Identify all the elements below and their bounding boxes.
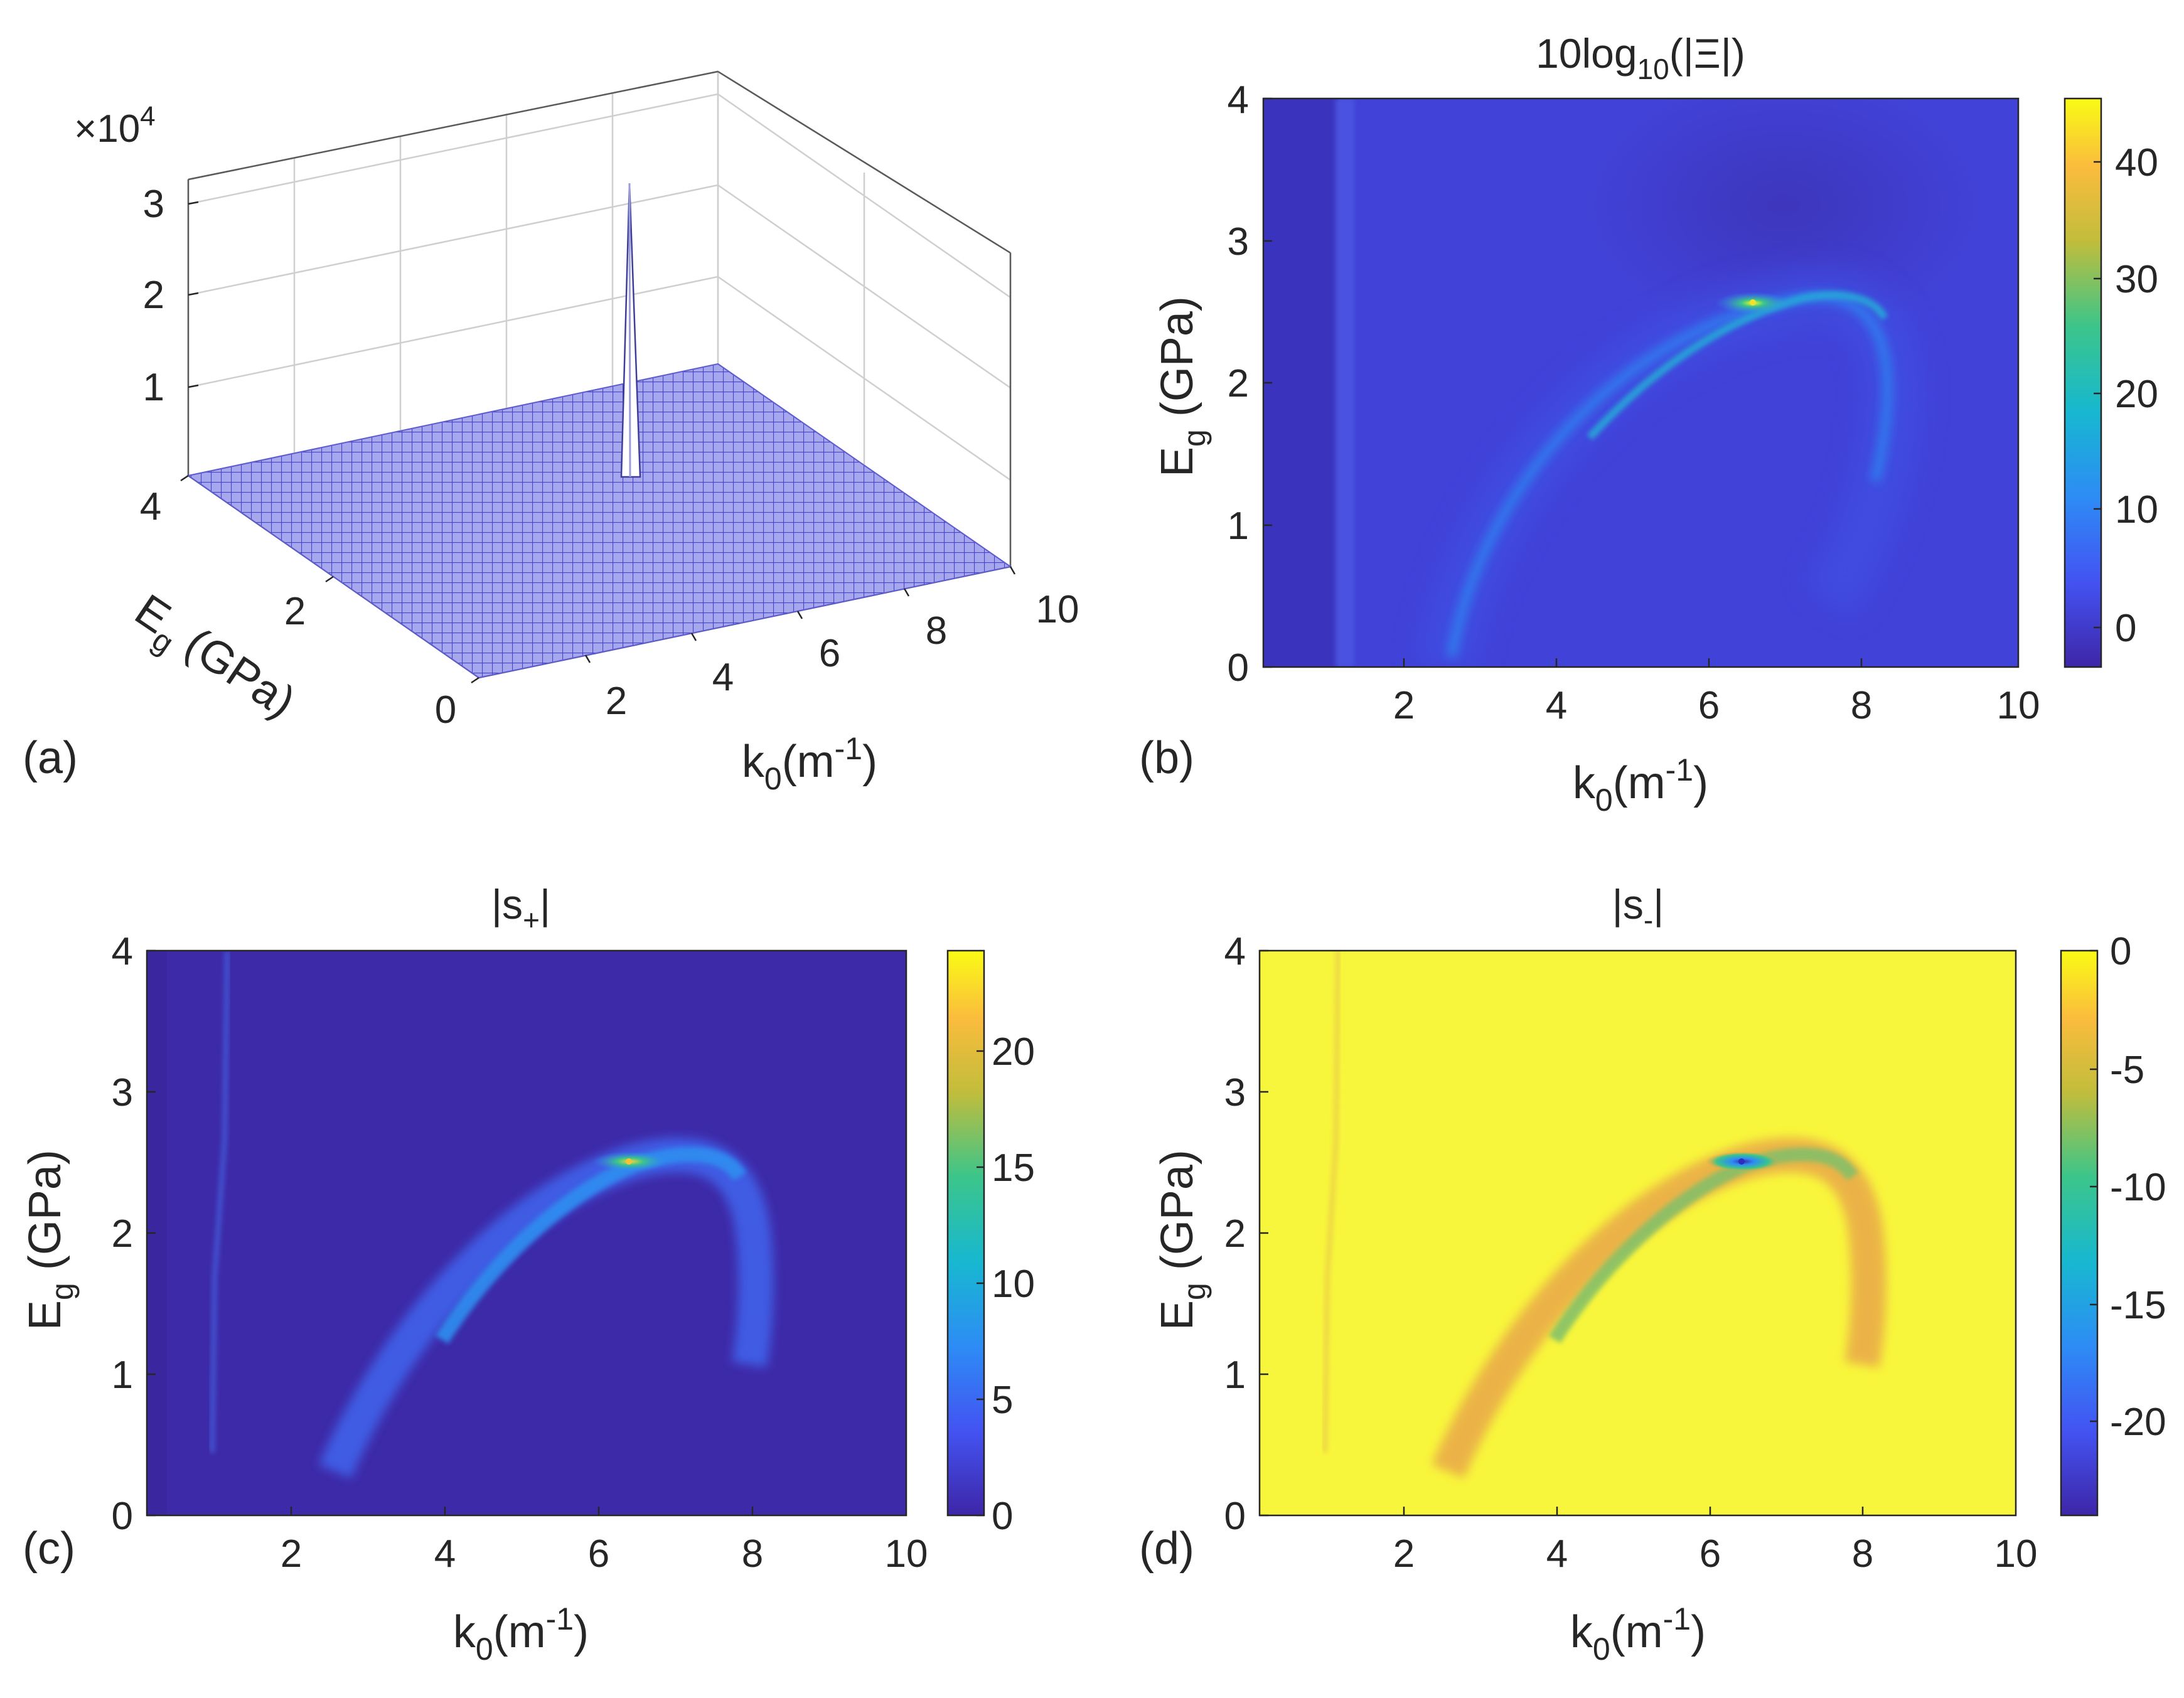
y-tick: 4 — [140, 485, 161, 528]
colorbar-tick: 0 — [2110, 930, 2131, 973]
y-tick: 0 — [1224, 1495, 1246, 1538]
x-tick: 2 — [281, 1532, 302, 1576]
colorbar-tick: -15 — [2110, 1284, 2166, 1327]
colorbar-tick: 0 — [2115, 607, 2136, 650]
x-tick: 8 — [1852, 1532, 1873, 1576]
panel-a-y-label: Eg (GPa) — [121, 585, 304, 735]
y-tick: 3 — [112, 1071, 133, 1114]
y-tick: 1 — [112, 1354, 133, 1397]
panel-b-title: 10log10(|Ξ|) — [1536, 30, 1745, 85]
colorbar-tick: 20 — [2115, 373, 2158, 416]
x-tick: 6 — [819, 632, 840, 675]
y-tick: 0 — [1228, 646, 1249, 690]
colorbar-tick: -5 — [2110, 1049, 2144, 1092]
z-tick: 2 — [143, 274, 164, 317]
x-tick: 2 — [1393, 1532, 1415, 1576]
x-tick: 4 — [1546, 1532, 1568, 1576]
colorbar-tick: 20 — [992, 1030, 1035, 1074]
x-tick: 4 — [712, 656, 734, 699]
colorbar-tick: 5 — [992, 1379, 1013, 1422]
panel-b-letter: (b) — [1139, 733, 1194, 783]
panel-b-y-label: Eg (GPa) — [1152, 296, 1212, 477]
x-tick: 8 — [1851, 684, 1872, 727]
panel-b-heatmap: 0 1 2 3 4 2 4 6 8 10 10log10(|Ξ|) k0(m-1… — [1139, 30, 2158, 818]
panel-a-3d-surface: 1 2 3 ×104 0 2 4 2 4 6 8 10 k0(m-1) Eg (… — [23, 70, 1079, 796]
y-tick: 2 — [112, 1212, 133, 1256]
panel-a-x-label: k0(m-1) — [742, 731, 877, 796]
x-tick: 4 — [434, 1532, 456, 1576]
x-tick: 6 — [1700, 1532, 1721, 1576]
panel-a-surface-mesh — [186, 363, 1012, 679]
x-tick: 4 — [1546, 684, 1567, 727]
y-tick: 0 — [435, 688, 456, 732]
panel-d-y-label: Eg (GPa) — [1152, 1150, 1212, 1330]
y-tick: 2 — [1228, 362, 1249, 405]
panel-d-letter: (d) — [1139, 1524, 1194, 1574]
panel-a-axes-box — [187, 70, 1012, 569]
z-tick: 3 — [143, 183, 164, 226]
panel-c-letter: (c) — [23, 1524, 75, 1574]
panel-d-title: |s-| — [1612, 881, 1664, 936]
y-tick: 4 — [112, 930, 133, 973]
x-tick: 10 — [1997, 684, 2040, 727]
z-exponent-label: ×104 — [74, 101, 156, 151]
x-tick: 2 — [1393, 684, 1415, 727]
panel-a-peak-spike — [620, 183, 641, 478]
panel-b-x-label: k0(m-1) — [1573, 752, 1708, 818]
y-tick: 4 — [1228, 78, 1249, 122]
y-tick: 2 — [1224, 1212, 1246, 1256]
y-tick: 3 — [1228, 220, 1249, 264]
panel-d-heatmap: 0 1 2 3 4 2 4 6 8 10 |s-| k0(m-1) Eg (GP… — [1139, 881, 2166, 1667]
colorbar-tick: 10 — [992, 1263, 1035, 1306]
x-tick: 6 — [588, 1532, 609, 1576]
colorbar-tick: -10 — [2110, 1166, 2166, 1209]
y-tick: 3 — [1224, 1071, 1246, 1114]
colorbar-tick: 10 — [2115, 488, 2158, 531]
x-tick: 2 — [606, 680, 627, 723]
panel-c-title: |s+| — [491, 881, 550, 936]
colorbar-tick: 40 — [2115, 141, 2158, 184]
panel-c-y-label: Eg (GPa) — [20, 1150, 80, 1330]
x-tick: 8 — [926, 609, 947, 653]
colorbar-tick: 15 — [992, 1146, 1035, 1190]
x-tick: 10 — [1994, 1532, 2038, 1576]
panel-d-x-label: k0(m-1) — [1570, 1601, 1706, 1667]
colorbar-tick: 0 — [992, 1495, 1013, 1538]
y-tick: 0 — [112, 1495, 133, 1538]
y-tick: 2 — [284, 590, 306, 633]
y-tick: 1 — [1228, 505, 1249, 548]
y-tick: 1 — [1224, 1354, 1246, 1397]
panel-d-colorbar — [2060, 949, 2099, 1517]
y-tick: 4 — [1224, 930, 1246, 973]
x-tick: 8 — [742, 1532, 763, 1576]
panel-c-colorbar — [946, 949, 985, 1517]
x-tick: 6 — [1698, 684, 1720, 727]
colorbar-tick: -20 — [2110, 1401, 2166, 1444]
panel-a-letter: (a) — [23, 733, 78, 783]
x-tick: 10 — [1036, 588, 1079, 631]
x-tick: 10 — [885, 1532, 928, 1576]
colorbar-tick: 30 — [2115, 258, 2158, 301]
panel-b-colorbar — [2064, 97, 2102, 668]
panel-c-x-label: k0(m-1) — [453, 1601, 589, 1667]
panel-c-heatmap: 0 1 2 3 4 2 4 6 8 10 |s+| k0(m-1) Eg (GP… — [20, 881, 1035, 1667]
z-tick: 1 — [143, 366, 164, 409]
